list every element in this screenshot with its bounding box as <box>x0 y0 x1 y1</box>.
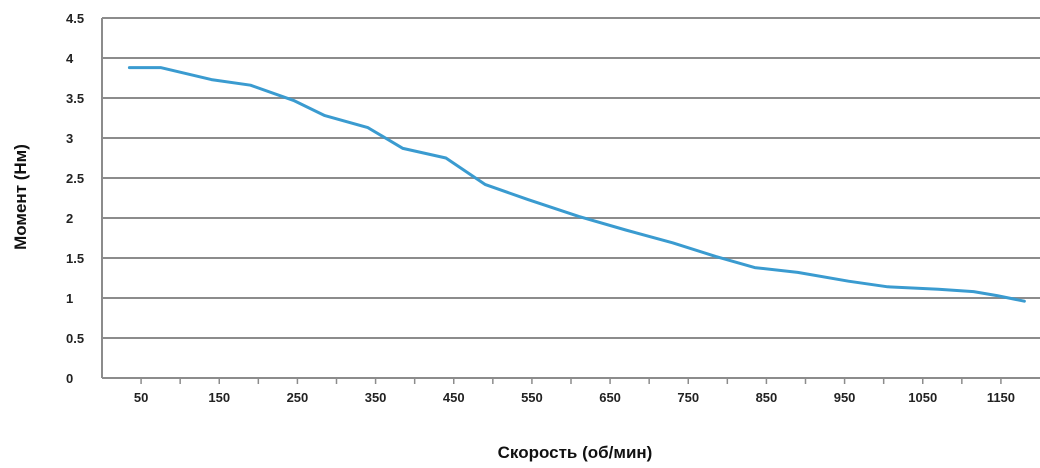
x-tick-label: 1050 <box>908 390 937 405</box>
x-axis-title: Скорость (об/мин) <box>498 443 653 462</box>
x-axis <box>101 18 1040 384</box>
x-tick-label: 150 <box>208 390 230 405</box>
y-tick-label: 1 <box>66 291 73 306</box>
grid-lines <box>102 17 1040 339</box>
y-tick-label: 4 <box>66 51 74 66</box>
x-tick-label: 350 <box>365 390 387 405</box>
x-tick-label: 950 <box>834 390 856 405</box>
y-tick-label: 3 <box>66 131 73 146</box>
x-tick-label: 550 <box>521 390 543 405</box>
series-layer <box>127 66 1026 303</box>
x-tick-label: 650 <box>599 390 621 405</box>
x-tick-label: 250 <box>287 390 309 405</box>
y-tick-label: 3.5 <box>66 91 84 106</box>
x-tick-label: 850 <box>756 390 778 405</box>
series-line <box>127 66 1026 303</box>
x-tick-label: 50 <box>134 390 148 405</box>
y-tick-label: 2.5 <box>66 171 84 186</box>
tick-labels: 0 0.5 1 1.5 2 2.5 3 3.5 4 4.5 50 150 250 350 450 550 650… <box>66 11 1015 405</box>
y-tick-label: 0.5 <box>66 331 84 346</box>
x-tick-label: 450 <box>443 390 465 405</box>
y-tick-label: 4.5 <box>66 11 84 26</box>
x-tick-label: 750 <box>677 390 699 405</box>
x-tick-label: 1150 <box>987 390 1015 405</box>
y-tick-label: 0 <box>66 371 73 386</box>
y-axis-title: Момент (Нм) <box>11 144 30 250</box>
y-tick-label: 1.5 <box>66 251 84 266</box>
y-tick-label: 2 <box>66 211 73 226</box>
